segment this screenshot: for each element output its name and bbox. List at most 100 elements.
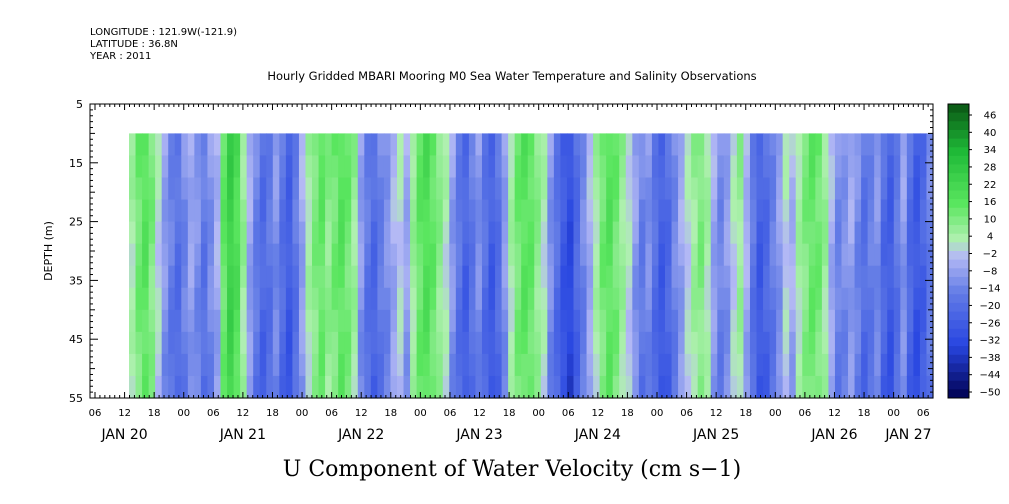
heatmap-cell: [887, 243, 895, 267]
heatmap-cell: [789, 243, 797, 267]
heatmap-cell: [900, 375, 908, 399]
heatmap-cell: [462, 375, 470, 399]
heatmap-cell: [364, 331, 372, 355]
heatmap-cell: [880, 133, 888, 157]
heatmap-cell: [207, 133, 215, 157]
heatmap-cell: [213, 265, 222, 289]
heatmap-cell: [828, 155, 836, 179]
heatmap-cell: [919, 199, 928, 223]
heatmap-cell: [802, 243, 810, 267]
heatmap-cell: [665, 133, 673, 157]
heatmap-cell: [410, 375, 418, 399]
heatmap-cell: [573, 243, 581, 267]
heatmap-cell: [292, 375, 300, 399]
heatmap-cell: [580, 375, 588, 399]
heatmap-cell: [462, 199, 470, 223]
heatmap-cell: [593, 331, 601, 355]
heatmap-cell: [181, 243, 189, 267]
heatmap-cell: [651, 375, 660, 399]
heatmap-cell: [828, 265, 836, 289]
heatmap-cell: [213, 155, 222, 179]
heatmap-cell: [292, 331, 300, 355]
heatmap-cell: [763, 309, 771, 333]
heatmap-cell: [135, 243, 143, 267]
heatmap-cell: [436, 199, 444, 223]
heatmap-cell: [416, 243, 424, 267]
heatmap-cell: [848, 199, 856, 223]
heatmap-cell: [821, 133, 830, 157]
heatmap-cell: [560, 177, 568, 201]
heatmap-cell: [900, 287, 908, 311]
heatmap-cell: [298, 243, 307, 267]
x-day-label: JAN 24: [574, 427, 621, 443]
heatmap-cell: [377, 375, 385, 399]
heatmap-cell: [586, 133, 594, 157]
heatmap-cell: [678, 133, 686, 157]
heatmap-cell: [259, 331, 267, 355]
heatmap-cell: [292, 199, 300, 223]
colorbar-swatch: [948, 346, 969, 356]
heatmap-cell: [298, 177, 307, 201]
heatmap-cell: [900, 155, 908, 179]
heatmap-cell: [893, 331, 901, 355]
heatmap-cell: [671, 243, 679, 267]
heatmap-cell: [227, 133, 235, 157]
heatmap-cell: [129, 353, 137, 377]
heatmap-cell: [527, 221, 535, 245]
heatmap-cell: [344, 155, 352, 179]
heatmap-cell: [449, 243, 457, 267]
heatmap-cell: [749, 353, 758, 377]
heatmap-cell: [488, 177, 496, 201]
heatmap-cell: [828, 221, 836, 245]
heatmap-cell: [403, 309, 411, 333]
x-tick-label: 12: [591, 408, 604, 419]
heatmap-cell: [580, 331, 588, 355]
heatmap-cell: [645, 177, 653, 201]
x-day-label: JAN 27: [884, 427, 931, 443]
heatmap-cell: [514, 243, 522, 267]
heatmap-cell: [651, 265, 660, 289]
colorbar-label: −2: [983, 249, 998, 260]
heatmap-cell: [887, 375, 895, 399]
heatmap-cell: [521, 309, 529, 333]
heatmap-cell: [678, 177, 686, 201]
heatmap-cell: [344, 331, 352, 355]
heatmap-cell: [887, 133, 895, 157]
heatmap-cell: [547, 309, 555, 333]
heatmap-cell: [606, 331, 614, 355]
heatmap-cell: [593, 265, 601, 289]
heatmap-cell: [344, 133, 352, 157]
heatmap-cell: [893, 243, 901, 267]
heatmap-cell: [730, 331, 738, 355]
heatmap-cell: [468, 155, 477, 179]
heatmap-cell: [508, 199, 516, 223]
heatmap-cell: [736, 199, 745, 223]
heatmap-cell: [246, 177, 254, 201]
heatmap-cell: [383, 287, 392, 311]
heatmap-cell: [200, 155, 209, 179]
heatmap-cell: [612, 177, 620, 201]
heatmap-cell: [848, 331, 856, 355]
heatmap-cell: [240, 331, 248, 355]
heatmap-cell: [573, 375, 581, 399]
heatmap-cell: [645, 353, 653, 377]
heatmap-cell: [383, 353, 392, 377]
heatmap-cell: [279, 331, 287, 355]
heatmap-cell: [142, 155, 150, 179]
heatmap-cell: [678, 243, 686, 267]
heatmap-cell: [468, 353, 477, 377]
heatmap-cell: [410, 287, 418, 311]
heatmap-cell: [397, 331, 405, 355]
heatmap-cell: [318, 177, 326, 201]
heatmap-cell: [625, 243, 633, 267]
heatmap-cell: [488, 133, 496, 157]
heatmap-cell: [573, 199, 581, 223]
heatmap-cell: [481, 331, 490, 355]
heatmap-cell: [298, 287, 307, 311]
heatmap-cell: [455, 331, 463, 355]
heatmap-cell: [887, 199, 895, 223]
heatmap-cell: [416, 265, 424, 289]
colorbar-label: 40: [984, 128, 997, 139]
heatmap-cell: [828, 375, 836, 399]
heatmap-cell: [730, 287, 738, 311]
